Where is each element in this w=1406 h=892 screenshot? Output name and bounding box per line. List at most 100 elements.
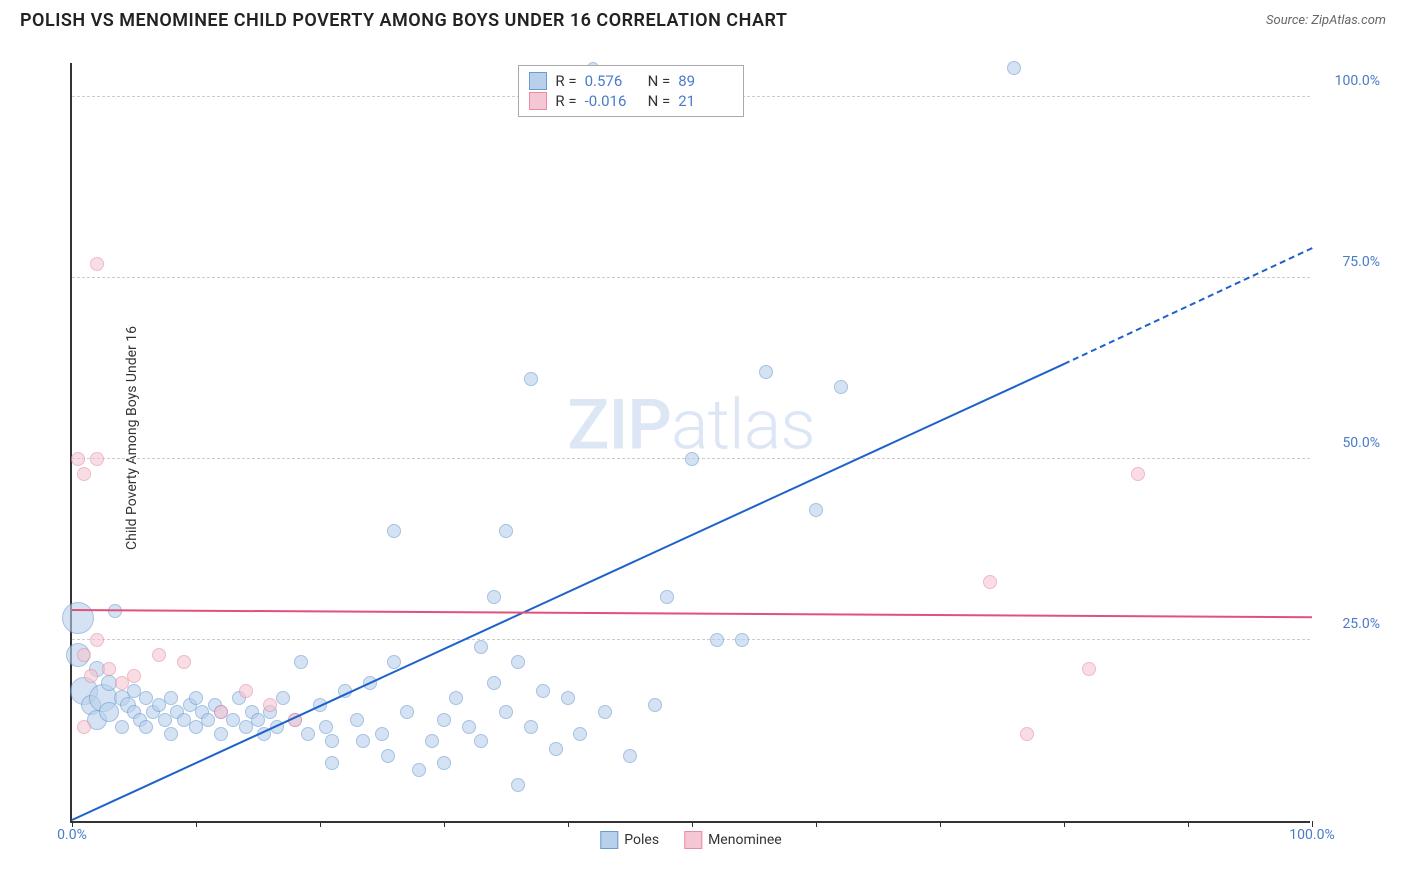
legend-label: Poles [624, 832, 659, 848]
data-point-poles [437, 756, 451, 770]
data-point-poles [276, 691, 290, 705]
legend-item-menominee: Menominee [684, 831, 782, 849]
y-tick-label: 25.0% [1342, 616, 1380, 632]
swatch-icon [684, 831, 702, 849]
swatch-icon [529, 92, 547, 110]
swatch-icon [529, 72, 547, 90]
y-tick-label: 75.0% [1342, 254, 1380, 270]
data-point-poles [809, 503, 823, 517]
data-point-poles [598, 705, 612, 719]
data-point-poles [115, 720, 129, 734]
y-tick-label: 100.0% [1335, 73, 1380, 89]
r-label: R = [555, 92, 576, 110]
trendline-menominee [72, 609, 1312, 618]
data-point-menominee [239, 684, 253, 698]
data-point-poles [425, 734, 439, 748]
x-tick [568, 821, 569, 827]
data-point-poles [462, 720, 476, 734]
data-point-poles [499, 705, 513, 719]
data-point-poles [62, 602, 94, 634]
data-point-poles [350, 713, 364, 727]
data-point-menominee [77, 720, 91, 734]
data-point-menominee [84, 669, 98, 683]
data-point-poles [139, 720, 153, 734]
data-point-menominee [77, 648, 91, 662]
data-point-poles [573, 727, 587, 741]
data-point-poles [1007, 61, 1021, 75]
data-point-poles [294, 655, 308, 669]
data-point-menominee [127, 669, 141, 683]
data-point-menominee [152, 648, 166, 662]
data-point-poles [381, 749, 395, 763]
data-point-poles [474, 734, 488, 748]
data-point-menominee [1020, 727, 1034, 741]
data-point-poles [214, 727, 228, 741]
x-tick-label: 100.0% [1289, 827, 1334, 843]
data-point-poles [499, 524, 513, 538]
data-point-poles [325, 734, 339, 748]
data-point-poles [164, 727, 178, 741]
data-point-menominee [102, 662, 116, 676]
data-point-poles [412, 763, 426, 777]
data-point-poles [400, 705, 414, 719]
data-point-menominee [90, 633, 104, 647]
x-tick [444, 821, 445, 827]
x-tick [816, 821, 817, 827]
data-point-poles [735, 633, 749, 647]
data-point-poles [660, 590, 674, 604]
data-point-poles [487, 676, 501, 690]
data-point-poles [487, 590, 501, 604]
x-tick [940, 821, 941, 827]
data-point-menominee [77, 467, 91, 481]
data-point-poles [524, 372, 538, 386]
data-point-poles [449, 691, 463, 705]
data-point-poles [834, 380, 848, 394]
gridline [72, 639, 1310, 640]
stats-row-menominee: R =-0.016N =21 [529, 92, 733, 110]
chart-container: Child Poverty Among Boys Under 16 ZIPatl… [50, 48, 1380, 828]
data-point-menominee [1082, 662, 1096, 676]
data-point-poles [511, 778, 525, 792]
data-point-poles [536, 684, 550, 698]
data-point-poles [511, 655, 525, 669]
data-point-poles [648, 698, 662, 712]
data-point-poles [549, 742, 563, 756]
n-value: 89 [678, 72, 733, 90]
data-point-menominee [214, 705, 228, 719]
stats-box: R =0.576N =89R =-0.016N =21 [518, 65, 744, 117]
data-point-menominee [983, 575, 997, 589]
data-point-poles [375, 727, 389, 741]
data-point-poles [325, 756, 339, 770]
y-tick-label: 50.0% [1342, 435, 1380, 451]
plot-area: ZIPatlas PolesMenominee 25.0%50.0%75.0%1… [70, 63, 1310, 823]
chart-title: POLISH VS MENOMINEE CHILD POVERTY AMONG … [20, 10, 787, 31]
data-point-poles [623, 749, 637, 763]
data-point-menominee [90, 257, 104, 271]
data-point-poles [437, 713, 451, 727]
legend-label: Menominee [708, 832, 782, 848]
x-tick [196, 821, 197, 827]
source-credit: Source: ZipAtlas.com [1266, 13, 1386, 28]
x-tick [692, 821, 693, 827]
data-point-poles [387, 655, 401, 669]
data-point-poles [524, 720, 538, 734]
x-tick [1188, 821, 1189, 827]
data-point-menominee [1131, 467, 1145, 481]
data-point-poles [356, 734, 370, 748]
data-point-menominee [71, 452, 85, 466]
data-point-poles [301, 727, 315, 741]
data-point-poles [164, 691, 178, 705]
r-label: R = [555, 72, 576, 90]
x-tick-label: 0.0% [57, 827, 87, 843]
x-tick [320, 821, 321, 827]
x-tick [1064, 821, 1065, 827]
data-point-poles [561, 691, 575, 705]
data-point-poles [710, 633, 724, 647]
legend-item-poles: Poles [600, 831, 659, 849]
r-value: -0.016 [585, 92, 640, 110]
data-point-menominee [90, 452, 104, 466]
data-point-poles [759, 365, 773, 379]
swatch-icon [600, 831, 618, 849]
data-point-poles [99, 702, 119, 722]
n-value: 21 [678, 92, 733, 110]
